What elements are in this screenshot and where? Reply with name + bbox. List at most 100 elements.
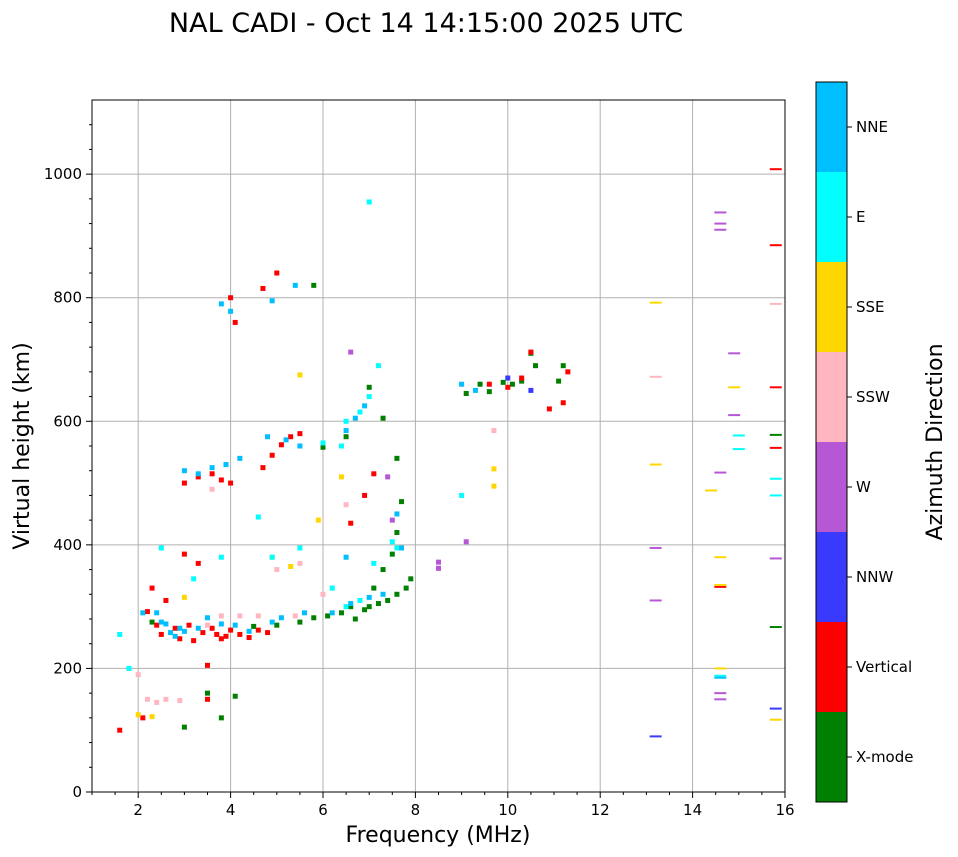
- data-point: [140, 715, 146, 721]
- data-point: [472, 387, 478, 393]
- data-point: [769, 386, 782, 389]
- data-point: [403, 585, 409, 591]
- data-point: [320, 591, 326, 597]
- data-point: [223, 633, 229, 639]
- data-point: [338, 474, 344, 480]
- data-point: [500, 379, 506, 385]
- data-point: [509, 381, 515, 387]
- data-point: [214, 631, 220, 637]
- data-point: [338, 610, 344, 616]
- data-point: [191, 638, 197, 644]
- data-point: [274, 622, 280, 628]
- data-point: [371, 585, 377, 591]
- y-axis-ticks: 0 200 400 600 800 1000: [44, 124, 92, 801]
- data-point: [362, 403, 368, 409]
- series-e: [117, 199, 782, 677]
- data-point: [154, 699, 160, 705]
- colorbar-segment: [816, 172, 847, 262]
- data-point: [705, 489, 718, 492]
- data-point: [144, 696, 150, 702]
- data-point: [769, 302, 782, 305]
- data-point: [389, 551, 395, 557]
- data-point: [560, 363, 566, 369]
- data-point: [769, 557, 782, 560]
- data-point: [265, 630, 271, 636]
- x-tick-label: 4: [226, 801, 236, 819]
- data-point: [436, 565, 441, 571]
- data-point: [246, 628, 252, 634]
- data-point: [205, 696, 210, 702]
- data-point: [232, 622, 238, 628]
- colorbar-label-sse: SSE: [856, 298, 885, 316]
- data-point: [463, 390, 469, 396]
- data-point: [732, 434, 745, 437]
- data-point: [320, 444, 326, 450]
- data-point: [228, 627, 234, 633]
- data-point: [297, 619, 303, 625]
- data-point: [158, 619, 164, 625]
- data-point: [320, 440, 326, 446]
- data-point: [195, 625, 201, 631]
- x-tick-label: 10: [498, 801, 517, 819]
- y-tick-label: 800: [53, 289, 82, 307]
- data-point: [375, 601, 381, 607]
- data-point: [218, 301, 224, 307]
- data-point: [714, 471, 727, 474]
- data-point: [463, 539, 469, 545]
- data-point: [343, 418, 349, 424]
- data-point: [560, 400, 566, 406]
- data-point: [769, 718, 782, 721]
- data-point: [375, 363, 381, 369]
- colorbar-segment: [816, 442, 847, 532]
- data-point: [649, 463, 662, 466]
- data-point: [343, 554, 349, 560]
- data-point: [177, 625, 183, 631]
- data-point: [232, 693, 238, 699]
- data-point: [181, 594, 187, 600]
- data-point: [163, 597, 169, 603]
- data-point: [366, 604, 372, 610]
- data-point: [269, 619, 275, 625]
- data-point: [486, 389, 492, 395]
- data-point: [565, 369, 571, 375]
- data-point: [205, 662, 210, 668]
- data-point: [528, 349, 534, 355]
- data-point: [278, 442, 284, 448]
- data-point: [265, 434, 271, 440]
- series-x-mode: [149, 282, 782, 730]
- data-point: [205, 622, 210, 628]
- data-point: [533, 363, 539, 369]
- series-vertical: [117, 168, 782, 733]
- data-point: [366, 594, 372, 600]
- data-point: [117, 727, 123, 733]
- data-point: [714, 228, 727, 231]
- data-point: [218, 636, 224, 642]
- data-point: [769, 446, 782, 449]
- data-point: [714, 667, 727, 670]
- data-point: [714, 585, 727, 588]
- data-point: [408, 576, 414, 582]
- data-point: [209, 471, 215, 477]
- data-point: [223, 462, 229, 468]
- colorbar-label-e: E: [856, 208, 865, 226]
- data-point: [288, 563, 294, 569]
- data-point: [218, 715, 224, 721]
- data-point: [177, 636, 183, 642]
- data-point: [371, 560, 377, 566]
- y-tick-label: 200: [53, 659, 82, 677]
- data-point: [117, 631, 123, 637]
- data-point: [228, 480, 234, 486]
- data-point: [714, 698, 727, 701]
- series-w: [348, 211, 782, 701]
- data-point: [491, 428, 497, 434]
- data-point: [477, 381, 483, 387]
- data-point: [385, 597, 391, 603]
- colorbar-label-x-mode: X-mode: [856, 748, 913, 766]
- data-point: [218, 554, 224, 560]
- data-point: [181, 724, 187, 730]
- data-point: [311, 615, 317, 621]
- colorbar-segment: [816, 622, 847, 712]
- data-point: [769, 168, 782, 171]
- data-point: [200, 630, 206, 636]
